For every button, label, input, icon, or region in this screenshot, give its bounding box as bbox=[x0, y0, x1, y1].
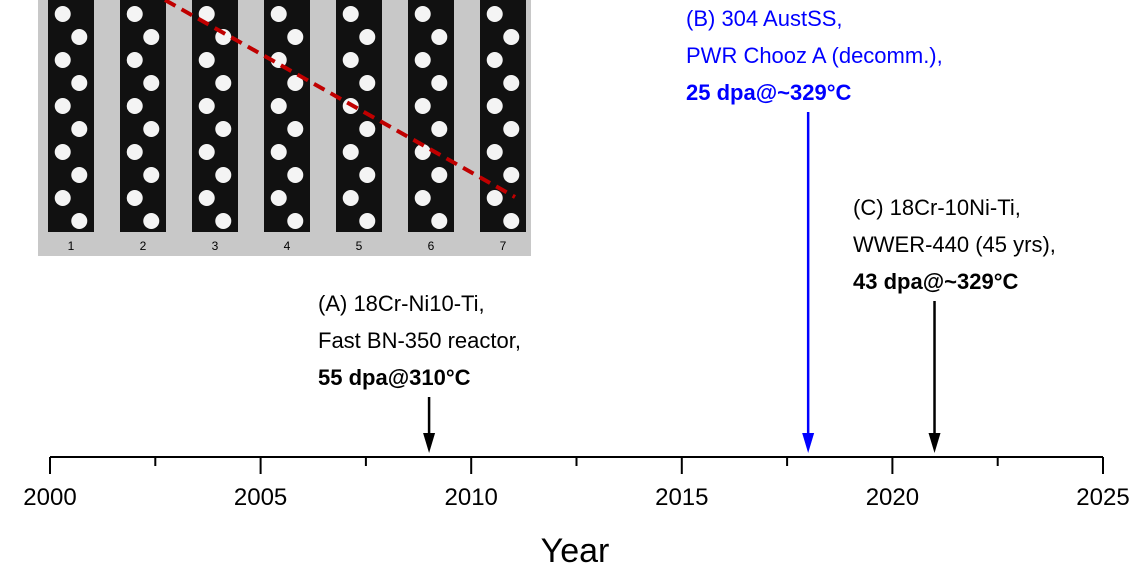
hole bbox=[54, 190, 71, 206]
hole bbox=[503, 121, 520, 137]
hole bbox=[342, 6, 359, 22]
annotation-line: (C) 18Cr-10Ni-Ti, bbox=[853, 195, 1021, 220]
hole bbox=[486, 144, 503, 160]
hole bbox=[215, 167, 232, 183]
image-label: 7 bbox=[500, 239, 507, 253]
trend-line bbox=[164, 0, 516, 199]
x-tick-label: 2005 bbox=[234, 484, 287, 511]
annotation-line: WWER-440 (45 yrs), bbox=[853, 232, 1056, 257]
hole bbox=[287, 121, 304, 137]
x-tick-label: 2000 bbox=[23, 484, 76, 511]
hole bbox=[143, 213, 160, 229]
annotation-line: PWR Chooz A (decomm.), bbox=[686, 43, 943, 68]
annotation-bold: 55 dpa@310°C bbox=[318, 365, 471, 390]
hole bbox=[126, 190, 143, 206]
hole bbox=[126, 6, 143, 22]
hole bbox=[431, 121, 448, 137]
hole bbox=[342, 144, 359, 160]
hole bbox=[215, 29, 232, 45]
hole bbox=[198, 6, 215, 22]
hole bbox=[359, 121, 376, 137]
hole bbox=[54, 52, 71, 68]
hole bbox=[431, 75, 448, 91]
image-label: 5 bbox=[356, 239, 363, 253]
x-tick-label: 2020 bbox=[866, 484, 919, 511]
hole bbox=[414, 52, 431, 68]
hole bbox=[359, 29, 376, 45]
hole bbox=[215, 121, 232, 137]
hole bbox=[503, 75, 520, 91]
hole bbox=[198, 190, 215, 206]
hole bbox=[54, 144, 71, 160]
hole bbox=[198, 52, 215, 68]
arrow-head bbox=[802, 433, 815, 453]
hole bbox=[270, 190, 287, 206]
hole bbox=[71, 167, 88, 183]
hole bbox=[359, 75, 376, 91]
annotation-line: (A) 18Cr-Ni10-Ti, bbox=[318, 291, 485, 316]
annotation-line: (B) 304 AustSS, bbox=[686, 6, 843, 31]
hole bbox=[143, 121, 160, 137]
inset-photo: 1 2 3 4 5 6 7 bbox=[38, 0, 531, 256]
hole bbox=[359, 167, 376, 183]
hole bbox=[287, 167, 304, 183]
hole bbox=[198, 144, 215, 160]
hole bbox=[71, 121, 88, 137]
hole bbox=[503, 29, 520, 45]
hole bbox=[414, 190, 431, 206]
hole bbox=[198, 98, 215, 114]
x-tick-label: 2010 bbox=[445, 484, 498, 511]
hole bbox=[287, 213, 304, 229]
hole bbox=[143, 29, 160, 45]
hole bbox=[342, 52, 359, 68]
x-tick-label: 2015 bbox=[655, 484, 708, 511]
image-label: 1 bbox=[68, 239, 75, 253]
hole bbox=[486, 190, 503, 206]
hole bbox=[143, 167, 160, 183]
hole bbox=[143, 75, 160, 91]
hole bbox=[215, 75, 232, 91]
hole bbox=[270, 6, 287, 22]
hole bbox=[126, 52, 143, 68]
hole bbox=[431, 213, 448, 229]
hole bbox=[287, 29, 304, 45]
hole bbox=[54, 98, 71, 114]
image-label: 3 bbox=[212, 239, 219, 253]
annotation-bold: 43 dpa@~329°C bbox=[853, 269, 1018, 294]
hole bbox=[126, 98, 143, 114]
annotation-bold: 25 dpa@~329°C bbox=[686, 80, 851, 105]
image-label: 6 bbox=[428, 239, 435, 253]
arrow-head bbox=[928, 433, 941, 453]
x-tick-label: 2025 bbox=[1076, 484, 1129, 511]
hole bbox=[503, 167, 520, 183]
hole bbox=[287, 75, 304, 91]
annotation-line: Fast BN-350 reactor, bbox=[318, 328, 521, 353]
hole bbox=[126, 144, 143, 160]
image-label: 2 bbox=[140, 239, 147, 253]
arrow-head bbox=[423, 433, 436, 453]
x-axis-label: Year bbox=[541, 532, 610, 568]
hole bbox=[486, 52, 503, 68]
hole bbox=[503, 213, 520, 229]
hole bbox=[342, 190, 359, 206]
image-label: 4 bbox=[284, 239, 291, 253]
hole bbox=[414, 6, 431, 22]
hole bbox=[270, 144, 287, 160]
hole bbox=[359, 213, 376, 229]
hole bbox=[71, 213, 88, 229]
hole bbox=[486, 98, 503, 114]
hole bbox=[431, 29, 448, 45]
hole bbox=[215, 213, 232, 229]
hole bbox=[431, 167, 448, 183]
hole bbox=[414, 144, 431, 160]
hole bbox=[71, 75, 88, 91]
hole bbox=[414, 98, 431, 114]
hole bbox=[71, 29, 88, 45]
hole bbox=[486, 6, 503, 22]
hole bbox=[270, 98, 287, 114]
hole bbox=[54, 6, 71, 22]
strips: 1 2 3 4 5 6 7 bbox=[48, 0, 526, 253]
